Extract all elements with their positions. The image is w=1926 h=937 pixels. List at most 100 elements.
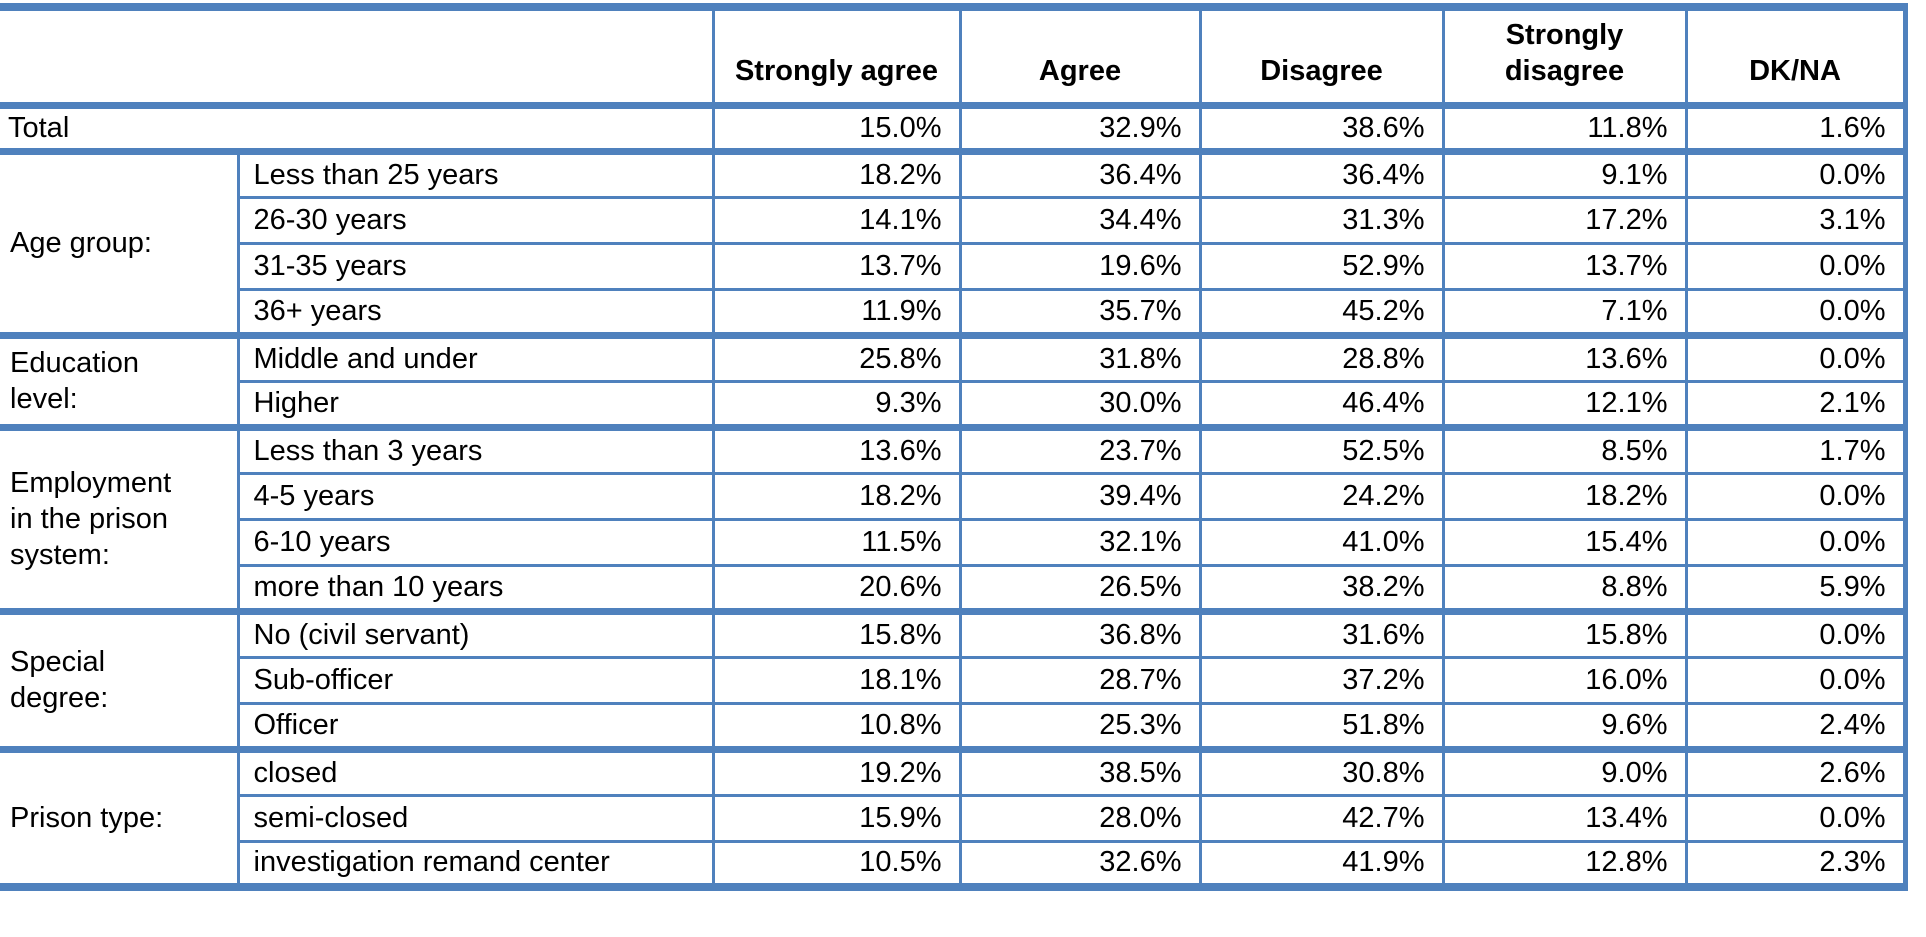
table-row: Education level: Middle and under 25.8% … — [0, 333, 1907, 431]
value-cell: 12.8% — [1441, 839, 1688, 891]
value-cell: 32.6% — [958, 839, 1202, 891]
row-label: investigation remand center — [236, 839, 715, 891]
value-cell: 39.4% — [958, 471, 1202, 521]
value-cell: 25.8% — [711, 333, 962, 383]
value-cell: 17.2% — [1441, 195, 1688, 245]
row-label: semi-closed — [236, 793, 715, 843]
value-cell: 7.1% — [1441, 287, 1688, 339]
value-cell: 30.0% — [958, 379, 1202, 431]
value-cell: 13.7% — [1441, 241, 1688, 291]
value-cell: 52.9% — [1198, 241, 1445, 291]
value-cell: 8.5% — [1441, 425, 1688, 475]
table-row: more than 10 years 20.6% 26.5% 38.2% 8.8… — [0, 563, 1907, 615]
table-row: Sub-officer 18.1% 28.7% 37.2% 16.0% 0.0% — [0, 655, 1907, 705]
value-cell: 0.0% — [1684, 471, 1907, 521]
value-cell: 36.4% — [1198, 149, 1445, 199]
row-label: Higher — [236, 379, 715, 431]
row-label: No (civil servant) — [236, 609, 715, 659]
value-cell: 15.8% — [1441, 609, 1688, 659]
value-cell: 31.3% — [1198, 195, 1445, 245]
value-cell: 11.9% — [711, 287, 962, 339]
value-cell: 2.6% — [1684, 747, 1907, 797]
value-cell: 0.0% — [1684, 333, 1907, 383]
table-row: Employment in the prison system: Less th… — [0, 425, 1907, 615]
value-cell: 10.8% — [711, 701, 962, 753]
value-cell: 5.9% — [1684, 563, 1907, 615]
row-label: more than 10 years — [236, 563, 715, 615]
value-cell: 36.8% — [958, 609, 1202, 659]
row-label: 36+ years — [236, 287, 715, 339]
group-label-special-degree: Special degree: — [0, 609, 240, 753]
value-cell: 38.2% — [1198, 563, 1445, 615]
group-label-employment: Employment in the prison system: — [0, 425, 240, 615]
value-cell: 3.1% — [1684, 195, 1907, 245]
value-cell: 9.6% — [1441, 701, 1688, 753]
row-label: Less than 3 years — [236, 425, 715, 475]
value-cell: 2.1% — [1684, 379, 1907, 431]
value-cell: 13.6% — [711, 425, 962, 475]
value-cell: 35.7% — [958, 287, 1202, 339]
column-header-strongly-agree: Strongly agree — [711, 5, 962, 109]
value-cell: 16.0% — [1441, 655, 1688, 705]
table-row: Special degree: No (civil servant) 15.8%… — [0, 609, 1907, 753]
value-cell: 9.0% — [1441, 747, 1688, 797]
value-cell: 9.3% — [711, 379, 962, 431]
table-row: investigation remand center 10.5% 32.6% … — [0, 839, 1907, 891]
value-cell: 18.2% — [711, 149, 962, 199]
value-cell: 18.2% — [1441, 471, 1688, 521]
table-row: 31-35 years 13.7% 19.6% 52.9% 13.7% 0.0% — [0, 241, 1907, 291]
row-label: Officer — [236, 701, 715, 753]
value-cell: 41.0% — [1198, 517, 1445, 567]
row-label: 31-35 years — [236, 241, 715, 291]
value-cell: 25.3% — [958, 701, 1202, 753]
value-cell: 42.7% — [1198, 793, 1445, 843]
value-cell: 34.4% — [958, 195, 1202, 245]
header-row: Strongly agree Agree Disagree Strongly d… — [0, 5, 1907, 109]
value-cell: 0.0% — [1684, 655, 1907, 705]
value-cell: 1.6% — [1684, 103, 1907, 155]
value-cell: 32.9% — [958, 103, 1202, 155]
value-cell: 0.0% — [1684, 241, 1907, 291]
value-cell: 51.8% — [1198, 701, 1445, 753]
value-cell: 0.0% — [1684, 793, 1907, 843]
value-cell: 46.4% — [1198, 379, 1445, 431]
table-row: 26-30 years 14.1% 34.4% 31.3% 17.2% 3.1% — [0, 195, 1907, 245]
value-cell: 20.6% — [711, 563, 962, 615]
table-row: Age group: Less than 25 years 18.2% 36.4… — [0, 149, 1907, 339]
value-cell: 1.7% — [1684, 425, 1907, 475]
value-cell: 28.0% — [958, 793, 1202, 843]
value-cell: 12.1% — [1441, 379, 1688, 431]
row-label: 4-5 years — [236, 471, 715, 521]
table-row: 36+ years 11.9% 35.7% 45.2% 7.1% 0.0% — [0, 287, 1907, 339]
value-cell: 37.2% — [1198, 655, 1445, 705]
column-header-strongly-disagree: Strongly disagree — [1441, 5, 1688, 109]
value-cell: 18.1% — [711, 655, 962, 705]
column-header-dk-na: DK/NA — [1684, 5, 1907, 109]
row-label: closed — [236, 747, 715, 797]
value-cell: 41.9% — [1198, 839, 1445, 891]
value-cell: 15.0% — [711, 103, 962, 155]
value-cell: 0.0% — [1684, 517, 1907, 567]
value-cell: 30.8% — [1198, 747, 1445, 797]
table-row: Prison type: closed 19.2% 38.5% 30.8% 9.… — [0, 747, 1907, 891]
value-cell: 38.6% — [1198, 103, 1445, 155]
value-cell: 28.7% — [958, 655, 1202, 705]
value-cell: 13.7% — [711, 241, 962, 291]
value-cell: 13.4% — [1441, 793, 1688, 843]
value-cell: 15.4% — [1441, 517, 1688, 567]
table-row: 4-5 years 18.2% 39.4% 24.2% 18.2% 0.0% — [0, 471, 1907, 521]
value-cell: 23.7% — [958, 425, 1202, 475]
group-label-age-group: Age group: — [0, 149, 240, 339]
value-cell: 13.6% — [1441, 333, 1688, 383]
row-label: 26-30 years — [236, 195, 715, 245]
group-label-prison-type: Prison type: — [0, 747, 240, 891]
column-header-agree: Agree — [958, 5, 1202, 109]
table-row: Higher 9.3% 30.0% 46.4% 12.1% 2.1% — [0, 379, 1907, 431]
value-cell: 15.9% — [711, 793, 962, 843]
value-cell: 28.8% — [1198, 333, 1445, 383]
value-cell: 31.8% — [958, 333, 1202, 383]
value-cell: 19.6% — [958, 241, 1202, 291]
value-cell: 18.2% — [711, 471, 962, 521]
row-label: 6-10 years — [236, 517, 715, 567]
value-cell: 26.5% — [958, 563, 1202, 615]
